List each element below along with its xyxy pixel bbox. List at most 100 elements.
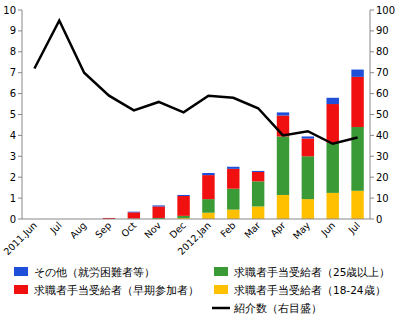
tick-label: 100 [376, 5, 395, 16]
tick-label: 0 [376, 214, 382, 225]
x-axis [22, 219, 370, 220]
tick [370, 219, 374, 220]
bar [177, 195, 189, 196]
bar [227, 167, 239, 169]
tick [18, 10, 22, 11]
tick-label: 2011.Jun [1, 220, 39, 258]
tick-label: Jul [345, 220, 362, 237]
tick-label: 50 [376, 109, 389, 120]
bar [202, 199, 214, 213]
legend-label: その他（就労困難者等） [34, 266, 155, 278]
bar [302, 136, 314, 138]
tick [18, 114, 22, 115]
bar [351, 191, 363, 219]
tick-label: 10 [376, 193, 389, 204]
bar [153, 206, 165, 217]
bar [227, 169, 239, 189]
bar [227, 189, 239, 210]
tick-label: Oct [119, 219, 139, 239]
legend-label: 求職者手当受給者（18-24歳） [234, 284, 386, 296]
tick [370, 135, 374, 136]
legend-swatch [14, 285, 28, 294]
bar [128, 212, 140, 218]
tick-label: Jun [318, 220, 337, 239]
tick-label: 40 [376, 130, 389, 141]
tick-label: Dec [167, 220, 188, 241]
tick-label: 4 [10, 130, 16, 141]
legend-swatch [14, 267, 28, 276]
tick [370, 72, 374, 73]
tick-label: Mar [242, 220, 263, 241]
tick-label: 0 [10, 214, 16, 225]
tick-label: 90 [376, 25, 389, 36]
bar [202, 175, 214, 199]
bar [327, 143, 339, 193]
tick-label: 30 [376, 151, 389, 162]
legend: 求職者手当受給者（18-24歳） 求職者手当受給者（25歳以上） 求職者手当受給者（… [14, 266, 390, 314]
tick [370, 10, 374, 11]
tick [18, 135, 22, 136]
tick [370, 51, 374, 52]
tick [370, 93, 374, 94]
tick-label: Nov [142, 219, 163, 240]
tick-label: 2012.Jan [175, 220, 212, 257]
bar [252, 171, 264, 172]
tick-label: 10 [3, 5, 16, 16]
tick [370, 114, 374, 115]
tick-label: 9 [10, 25, 16, 36]
tick-label: 6 [10, 88, 16, 99]
legend-label: 紹介数（右目盛） [233, 302, 322, 314]
tick-label: 20 [376, 172, 389, 183]
bar [277, 112, 289, 115]
chart: 01234567891001020304050607080901002011.J… [0, 0, 399, 324]
legend-swatch [212, 307, 230, 310]
tick [18, 198, 22, 199]
tick [370, 30, 374, 31]
tick [18, 72, 22, 73]
tick [370, 177, 374, 178]
bar [302, 199, 314, 219]
tick [18, 177, 22, 178]
tick [18, 93, 22, 94]
tick-label: 8 [10, 46, 16, 57]
bar [177, 216, 189, 218]
bar [202, 173, 214, 175]
bar [252, 172, 264, 181]
tick-label: 3 [10, 151, 16, 162]
bar [277, 195, 289, 219]
bar [351, 70, 363, 77]
tick-label: 80 [376, 46, 389, 57]
tick-label: 70 [376, 67, 389, 78]
bar [327, 104, 339, 143]
bar [302, 139, 314, 157]
tick [370, 198, 374, 199]
legend-swatch [214, 285, 228, 294]
line [34, 20, 357, 143]
bar [103, 217, 115, 218]
tick-label: May [291, 219, 313, 241]
tick-label: Jul [47, 220, 64, 237]
bar [128, 211, 140, 213]
legend-label: 求職者手当受給者（早期参加者） [34, 284, 199, 296]
tick [18, 30, 22, 31]
bar [277, 136, 289, 195]
bar [202, 213, 214, 219]
tick-label: 5 [10, 109, 16, 120]
bar [153, 205, 165, 206]
legend-label: 求職者手当受給者（25歳以上） [234, 266, 390, 278]
tick-label: Apr [268, 220, 287, 239]
bar [351, 77, 363, 127]
bar [277, 116, 289, 137]
bar [252, 181, 264, 206]
bar [351, 127, 363, 191]
tick-label: 2 [10, 172, 16, 183]
bar [302, 156, 314, 199]
tick-label: 7 [10, 67, 16, 78]
plot-area [34, 20, 363, 219]
tick [18, 156, 22, 157]
tick-label: 60 [376, 88, 389, 99]
bar [327, 193, 339, 219]
bar [177, 196, 189, 216]
tick-label: Aug [68, 220, 89, 241]
tick [18, 219, 22, 220]
